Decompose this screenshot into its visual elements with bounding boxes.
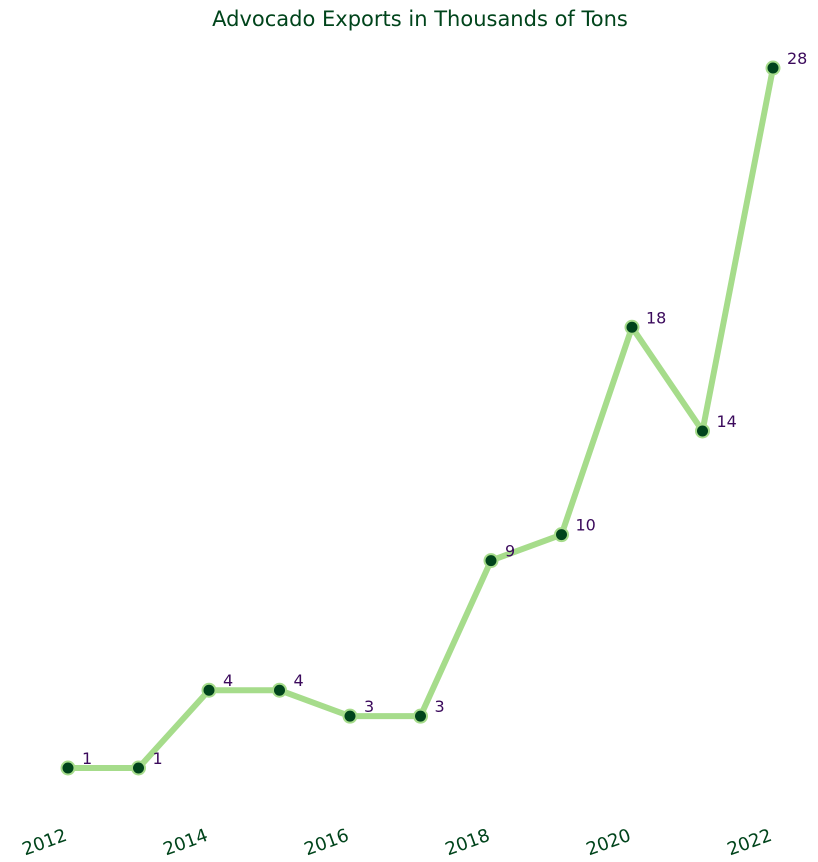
x-tick-label: 2012 [19,825,69,860]
data-point [765,60,781,76]
data-point [554,527,569,543]
data-point [342,708,358,724]
x-tick-label: 2014 [160,825,210,860]
series-line [65,65,776,771]
data-point [413,708,428,724]
data-label: 18 [646,308,666,327]
data-point [131,760,146,776]
data-label: 3 [364,697,374,716]
data-point [201,682,217,698]
data-point-layer [60,60,781,776]
x-tick-label: 2016 [301,825,351,860]
x-tick-label: 2022 [724,825,774,860]
data-label: 9 [505,542,515,561]
data-point [483,553,499,569]
x-axis-tick-labels: 2012 2014 2016 2018 2020 2022 [19,825,774,860]
data-point [60,760,76,776]
data-point [695,423,710,439]
series-line-layer [65,65,776,771]
data-point [272,682,287,698]
data-point [624,319,640,335]
x-tick-label: 2018 [442,825,492,860]
x-tick-label: 2020 [583,825,633,860]
data-label: 10 [576,516,596,535]
data-label: 14 [717,412,737,431]
data-label: 1 [82,749,92,768]
data-label: 1 [153,749,163,768]
data-label: 3 [435,697,445,716]
data-label: 4 [294,671,304,690]
data-label: 4 [223,671,233,690]
data-label: 28 [787,49,807,68]
chart-title: Advocado Exports in Thousands of Tons [212,7,628,31]
